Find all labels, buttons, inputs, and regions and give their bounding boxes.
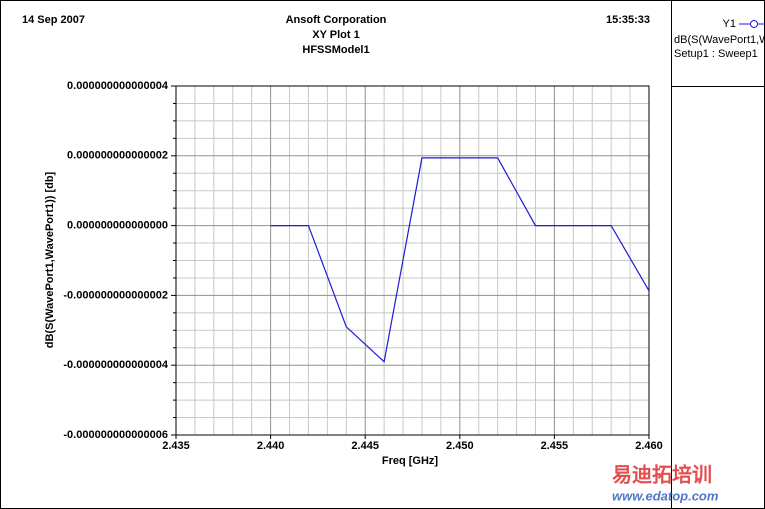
time: 15:35:33 [606,14,650,26]
x-tick-label: 2.450 [446,440,474,452]
plot-border [175,85,650,436]
y-tick-label: -0.000000000000006 [63,429,168,441]
watermark-url: www.edatop.com [612,488,719,503]
chart-subtitle: HFSSModel1 [302,44,369,56]
legend-label: Y1 [723,18,736,30]
date: 14 Sep 2007 [22,14,85,26]
chart-title: XY Plot 1 [312,29,359,41]
legend-setup: Setup1 : Sweep1 [674,48,758,60]
watermark-brand: 易迪拓培训 [612,462,712,486]
x-tick-label: 2.445 [351,440,379,452]
x-tick-label: 2.435 [162,440,190,452]
y-tick-label: -0.000000000000004 [63,359,168,371]
x-tick-label: 2.455 [541,440,569,452]
y-tick-label: 0.000000000000004 [67,80,169,92]
x-tick-label: 2.440 [257,440,285,452]
y-tick-label: -0.000000000000002 [63,289,168,301]
legend-marker [750,20,758,28]
y-axis-label: dB(S(WavePort1,WavePort1)) [db] [44,171,56,348]
x-axis-label: Freq [GHz] [382,455,439,467]
legend-expression: dB(S(WavePort1,W [674,34,765,46]
x-tick-label: 2.460 [635,440,663,452]
series-line [270,157,650,363]
y-tick-label: 0.000000000000000 [67,220,168,232]
y-tick-label: 0.000000000000002 [67,150,168,162]
company: Ansoft Corporation [286,14,387,26]
